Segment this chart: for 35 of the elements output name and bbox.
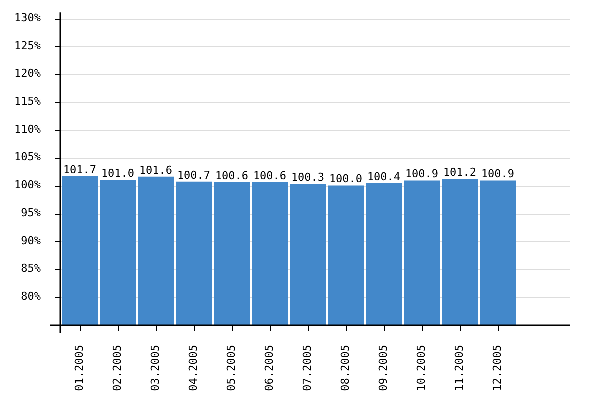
data-label: 101.0 bbox=[101, 167, 135, 180]
x-tick-label: 11.2005 bbox=[452, 345, 466, 392]
data-label: 100.9 bbox=[405, 168, 439, 181]
y-tick-label: 85% bbox=[21, 262, 42, 276]
data-label: 101.6 bbox=[139, 164, 173, 177]
y-tick-label: 80% bbox=[21, 290, 42, 304]
y-tick-label: 125% bbox=[14, 39, 42, 52]
y-tick-label: 105% bbox=[14, 150, 42, 164]
y-tick-label: 120% bbox=[14, 67, 42, 80]
x-tick-label: 10.2005 bbox=[414, 345, 428, 392]
x-tick-label: 06.2005 bbox=[262, 345, 276, 392]
data-label: 100.6 bbox=[253, 169, 287, 182]
x-tick-label: 01.2005 bbox=[72, 345, 86, 392]
x-tick-label: 12.2005 bbox=[490, 345, 504, 392]
y-tick-label: 95% bbox=[21, 206, 42, 220]
data-label: 100.4 bbox=[367, 170, 401, 184]
x-tick-label: 03.2005 bbox=[148, 345, 162, 392]
y-tick-label: 90% bbox=[21, 234, 42, 248]
x-tick-label: 08.2005 bbox=[338, 345, 352, 392]
x-tick-label: 09.2005 bbox=[376, 345, 390, 392]
y-tick-label: 100% bbox=[14, 178, 42, 192]
x-tick-label: 04.2005 bbox=[186, 345, 200, 392]
y-tick-label: 130% bbox=[14, 11, 42, 24]
x-tick-label: 07.2005 bbox=[300, 345, 314, 392]
x-tick-label: 05.2005 bbox=[224, 345, 238, 392]
data-label: 101.7 bbox=[63, 163, 97, 176]
x-tick-label: 02.2005 bbox=[110, 345, 124, 392]
data-label: 100.7 bbox=[177, 168, 211, 182]
data-label: 100.0 bbox=[329, 172, 363, 186]
data-label: 101.2 bbox=[443, 166, 477, 180]
data-label: 100.9 bbox=[481, 168, 515, 181]
data-label: 100.6 bbox=[215, 169, 249, 182]
data-label: 100.3 bbox=[291, 171, 325, 184]
y-tick-label: 110% bbox=[14, 122, 42, 136]
y-tick-label: 115% bbox=[14, 95, 42, 108]
